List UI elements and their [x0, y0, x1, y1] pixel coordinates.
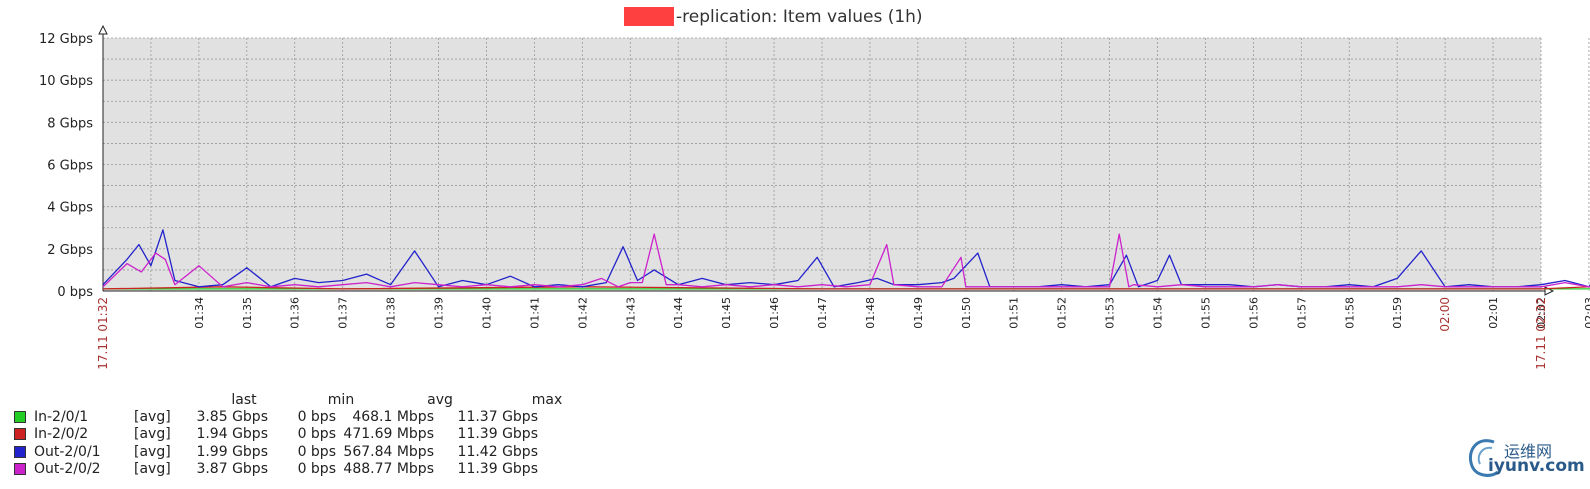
x-tick-label: 02:00 [1438, 297, 1452, 332]
x-tick-label: 01:43 [624, 297, 637, 329]
legend-last: 3.85 Gbps [196, 408, 268, 425]
x-tick-label: 02:01 [1487, 297, 1500, 329]
y-tick-label: 2 Gbps [47, 243, 93, 258]
x-tick-label: 02:02 [1535, 297, 1548, 329]
x-tick-label: 02:03 [1583, 297, 1590, 329]
x-tick-label: 01:41 [528, 297, 541, 329]
legend-max: 11.39 Gbps [457, 461, 538, 478]
x-tick-label: 01:50 [960, 297, 973, 329]
legend-avg: 488.77 Mbps [343, 461, 434, 478]
x-tick-label: 01:58 [1343, 297, 1356, 329]
legend-min: 0 bps [297, 461, 336, 478]
x-end-label: 17.11 02:32 [1534, 297, 1548, 370]
x-tick-label: 01:45 [720, 297, 733, 329]
x-tick-label: 01:51 [1008, 297, 1021, 329]
legend-fn: [avg] [134, 443, 171, 460]
x-tick-label: 01:37 [337, 297, 350, 329]
redacted-hostname [624, 7, 674, 26]
x-tick-label: 01:42 [576, 297, 589, 329]
legend: last min avg max In-2/0/1 [avg] 3.85 Gbp… [14, 391, 599, 478]
y-tick-label: 6 Gbps [47, 159, 93, 174]
x-tick-label: 01:56 [1247, 297, 1260, 329]
x-axis: 01:34 01:35 01:36 01:37 01:38 01:39 01:40 01:41… [96, 286, 1590, 370]
legend-row: Out-2/0/2 [avg] 3.87 Gbps 0 bps 488.77 M… [14, 461, 599, 479]
legend-fn: [avg] [134, 461, 171, 478]
chart-title-text: -replication: Item values (1h) [676, 7, 923, 27]
x-tick-label: 01:49 [912, 297, 925, 329]
x-tick-label: 01:44 [672, 297, 685, 329]
legend-min: 0 bps [297, 408, 336, 425]
x-tick-label: 01:54 [1152, 297, 1165, 329]
legend-fn: [avg] [134, 426, 171, 443]
x-tick-label: 01:34 [193, 297, 206, 329]
y-tick-label: 8 Gbps [47, 116, 93, 131]
legend-last: 1.94 Gbps [196, 426, 268, 443]
legend-name: Out-2/0/1 [34, 443, 101, 460]
legend-swatch [14, 410, 26, 423]
legend-swatch [14, 428, 26, 441]
x-tick-label: 01:38 [385, 297, 398, 329]
x-tick-label: 01:40 [480, 297, 493, 329]
x-tick-label: 01:53 [1104, 297, 1117, 329]
legend-max: 11.42 Gbps [457, 443, 538, 460]
legend-last: 3.87 Gbps [196, 461, 268, 478]
legend-avg: 471.69 Mbps [343, 426, 434, 443]
watermark-cn: 运维网 [1504, 442, 1553, 461]
chart-title: -replication: Item values (1h) [624, 7, 923, 27]
x-start-label: 17.11 01:32 [96, 297, 110, 370]
x-tick-label: 01:47 [816, 297, 829, 329]
legend-name: In-2/0/1 [34, 408, 89, 425]
legend-max: 11.39 Gbps [457, 426, 538, 443]
legend-last: 1.99 Gbps [196, 443, 268, 460]
watermark-logo: 运维网 iyunv.com [1462, 432, 1588, 482]
x-tick-label: 01:57 [1295, 297, 1308, 329]
x-tick-label: 01:39 [433, 297, 446, 329]
x-tick-label: 01:36 [289, 297, 302, 329]
y-tick-label: 4 Gbps [47, 201, 93, 216]
series-line-out-2-0-2 [102, 233, 1590, 288]
legend-row: In-2/0/1 [avg] 3.85 Gbps 0 bps 468.1 Mbp… [14, 408, 599, 426]
x-tick-label: 01:46 [768, 297, 781, 329]
plot-area [103, 38, 1541, 291]
series-lines [102, 229, 1590, 290]
legend-header-min: min [327, 391, 355, 408]
legend-name: Out-2/0/2 [34, 461, 101, 478]
legend-min: 0 bps [297, 426, 336, 443]
legend-swatch [14, 463, 26, 476]
x-tick-label: 01:55 [1199, 297, 1212, 329]
legend-max: 11.37 Gbps [457, 408, 538, 425]
y-tick-label: 12 Gbps [39, 32, 93, 47]
y-tick-label: 0 bps [57, 285, 93, 300]
legend-header-max: max [531, 391, 563, 408]
watermark-swirl-icon [1469, 439, 1499, 477]
x-tick-label: 01:52 [1056, 297, 1069, 329]
series-line-in-2-0-2 [102, 286, 1590, 290]
x-tick-label: 01:59 [1391, 297, 1404, 329]
legend-avg: 468.1 Mbps [352, 408, 434, 425]
legend-row: In-2/0/2 [avg] 1.94 Gbps 0 bps 471.69 Mb… [14, 426, 599, 444]
y-tick-label: 10 Gbps [39, 74, 93, 89]
legend-header-last: last [231, 391, 257, 408]
legend-fn: [avg] [134, 408, 171, 425]
watermark-domain: iyunv.com [1488, 456, 1585, 476]
y-axis: 0 bps 2 Gbps 4 Gbps 6 Gbps 8 Gbps 10 Gbps 12 G… [39, 24, 108, 300]
x-tick-label: 01:35 [241, 297, 254, 329]
legend-header-avg: avg [427, 391, 453, 408]
legend-row: Out-2/0/1 [avg] 1.99 Gbps 0 bps 567.84 M… [14, 443, 599, 461]
legend-header: last min avg max [14, 391, 599, 408]
legend-name: In-2/0/2 [34, 426, 89, 443]
y-axis-arrow [98, 24, 108, 35]
x-tick-label: 01:48 [864, 297, 877, 329]
legend-swatch [14, 445, 26, 458]
legend-avg: 567.84 Mbps [343, 443, 434, 460]
legend-min: 0 bps [297, 443, 336, 460]
